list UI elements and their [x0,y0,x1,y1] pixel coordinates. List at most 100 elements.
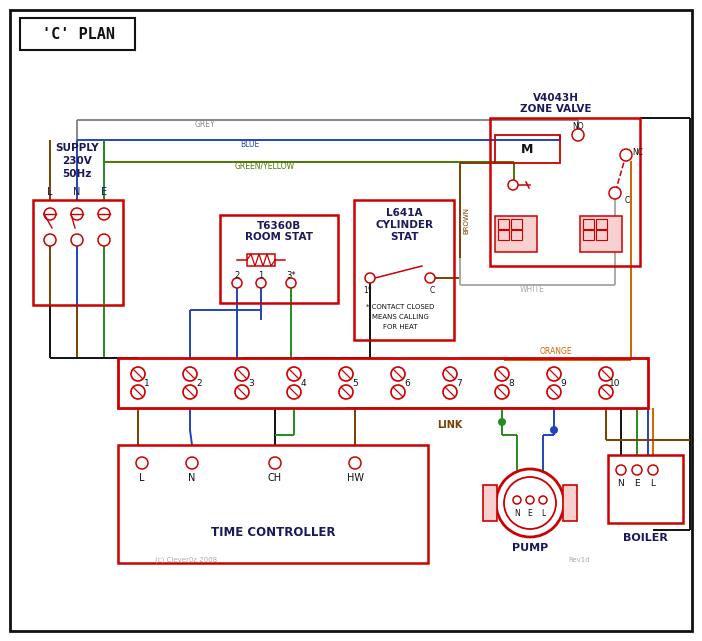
Circle shape [235,367,249,381]
Bar [490,118,640,266]
Circle shape [443,385,457,399]
Circle shape [136,457,148,469]
Text: T6360B: T6360B [257,221,301,231]
Bar [498,219,509,229]
Text: PUMP: PUMP [512,543,548,553]
Text: 8: 8 [508,378,514,388]
Text: TIME CONTROLLER: TIME CONTROLLER [211,526,336,538]
Text: 7: 7 [456,378,462,388]
Text: 1: 1 [144,378,150,388]
Text: CYLINDER: CYLINDER [375,220,433,230]
Text: ORANGE: ORANGE [540,347,573,356]
Circle shape [98,208,110,220]
Bar [563,485,577,521]
Bar [495,135,560,163]
Circle shape [609,187,621,199]
Text: * CONTACT CLOSED: * CONTACT CLOSED [366,304,435,310]
Text: BLUE: BLUE [240,140,259,149]
Bar [495,216,537,252]
Bar [498,230,509,240]
Text: 9: 9 [560,378,566,388]
Text: V4043H: V4043H [533,93,579,103]
Circle shape [547,367,561,381]
Bar [220,215,338,303]
Text: GREY: GREY [195,119,216,128]
Circle shape [616,465,626,475]
Text: L641A: L641A [386,208,422,218]
Circle shape [599,385,613,399]
Text: CH: CH [268,473,282,483]
Bar [608,455,683,523]
Bar [118,358,648,408]
Text: 3*: 3* [286,271,296,279]
Text: 2: 2 [196,378,201,388]
Circle shape [339,367,353,381]
Text: WHITE: WHITE [520,285,545,294]
Text: 'C' PLAN: 'C' PLAN [41,26,114,42]
Text: 6: 6 [404,378,410,388]
Circle shape [550,426,558,434]
Circle shape [443,367,457,381]
Circle shape [391,385,405,399]
Text: (c) Clever0z 2008: (c) Clever0z 2008 [155,557,217,563]
Circle shape [495,367,509,381]
Bar [583,219,594,229]
Circle shape [44,234,56,246]
Text: NC: NC [633,147,644,156]
Text: L: L [651,478,656,488]
Text: GREEN/YELLOW: GREEN/YELLOW [235,162,295,171]
Circle shape [599,367,613,381]
Circle shape [526,496,534,504]
Text: LINK: LINK [437,420,463,430]
Circle shape [504,477,556,529]
Circle shape [391,367,405,381]
Circle shape [508,180,518,190]
Circle shape [539,496,547,504]
Text: BOILER: BOILER [623,533,668,543]
Circle shape [572,129,584,141]
Circle shape [547,385,561,399]
Bar [580,216,622,252]
Circle shape [44,208,56,220]
Text: N: N [73,187,81,197]
Text: M: M [521,142,534,156]
Bar [20,18,135,50]
Circle shape [232,278,242,288]
Text: 10: 10 [609,378,621,388]
Text: Rev1d: Rev1d [569,557,590,563]
Text: STAT: STAT [390,232,418,242]
Text: C: C [430,285,435,294]
Circle shape [339,385,353,399]
Text: FOR HEAT: FOR HEAT [383,324,417,330]
Text: 1: 1 [258,271,264,279]
Text: L: L [139,473,145,483]
Circle shape [632,465,642,475]
Circle shape [235,385,249,399]
Text: E: E [528,510,532,519]
Circle shape [183,385,197,399]
Bar [33,200,123,305]
Ellipse shape [496,469,564,537]
Circle shape [256,278,266,288]
Bar [354,200,454,340]
Text: BROWN: BROWN [463,206,469,233]
Text: 3: 3 [248,378,254,388]
Circle shape [131,367,145,381]
Circle shape [425,273,435,283]
Text: C: C [624,196,630,204]
Circle shape [186,457,198,469]
Text: L: L [47,187,53,197]
Text: ROOM STAT: ROOM STAT [245,232,313,242]
Text: ZONE VALVE: ZONE VALVE [520,104,592,114]
Text: 4: 4 [300,378,306,388]
Circle shape [349,457,361,469]
Text: 1*: 1* [364,285,372,294]
Circle shape [98,234,110,246]
Circle shape [287,367,301,381]
Bar [511,230,522,240]
Circle shape [71,208,83,220]
Circle shape [620,149,632,161]
Bar [596,230,607,240]
Text: L: L [541,510,545,519]
Bar [483,485,497,521]
